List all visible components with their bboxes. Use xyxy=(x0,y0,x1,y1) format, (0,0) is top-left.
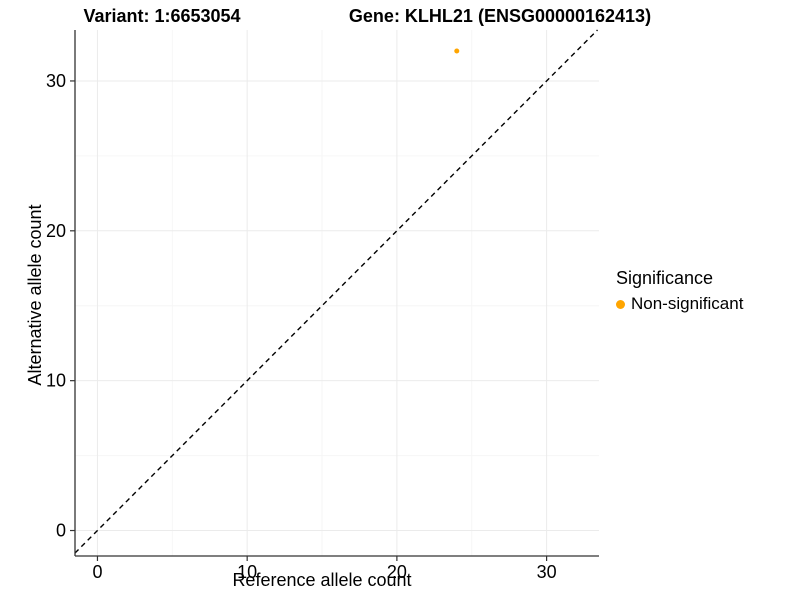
legend: Significance Non-significant xyxy=(616,268,743,314)
gene-title: Gene: KLHL21 (ENSG00000162413) xyxy=(348,6,652,26)
y-axis-title: Alternative allele count xyxy=(25,204,45,386)
legend-title: Significance xyxy=(616,268,714,288)
x-tick-label: 20 xyxy=(387,562,407,582)
variant-title: Variant: 1:6653054 xyxy=(83,6,241,26)
y-tick-label: 20 xyxy=(46,221,66,241)
x-tick-label: 0 xyxy=(92,562,102,582)
legend-point-icon xyxy=(616,299,625,309)
y-tick-label: 30 xyxy=(46,71,66,91)
y-tick-label: 0 xyxy=(56,521,66,541)
legend-item-non-significant: Non-significant xyxy=(616,294,743,314)
y-tick-label: 10 xyxy=(46,371,66,391)
legend-item-label: Non-significant xyxy=(631,294,744,313)
identity-reference-line xyxy=(74,29,598,554)
data-point xyxy=(454,48,460,54)
x-axis-title: Reference allele count xyxy=(232,570,412,590)
x-tick-label: 30 xyxy=(537,562,557,582)
x-tick-label: 10 xyxy=(237,562,257,582)
